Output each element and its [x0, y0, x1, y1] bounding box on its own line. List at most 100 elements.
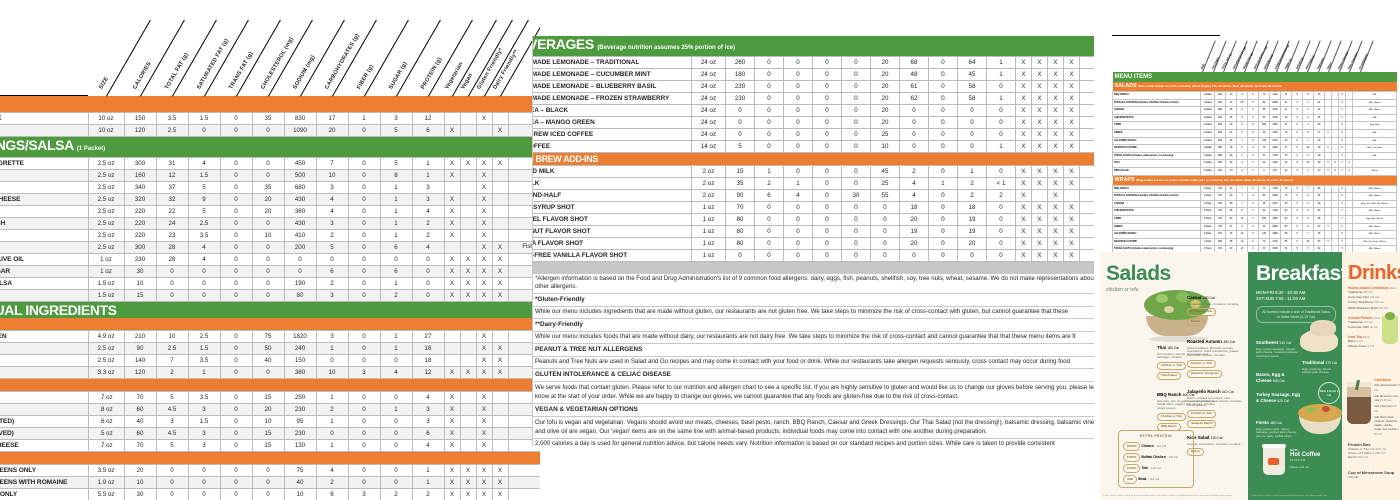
cold-brew-addin[interactable]: Add cold foam 70 Cal [1374, 404, 1397, 413]
thumb-table-row[interactable]: ROASTED AUTUMN 1 Salad 380 18 6 0 70 1080 37 5 20 1… [1112, 144, 1398, 153]
drinks-item[interactable]: Frozen Strawberry 230 Cal [1348, 300, 1384, 305]
thumb-table-row[interactable]: BUFFALO CHICKEN (includes a Buffalo Chic… [1112, 98, 1398, 108]
thumb-table-row[interactable]: BBQ RANCH 1 Salad 280 10 4 0 70 1120 31 5 8 15 X Milk [1112, 91, 1398, 100]
nutrition-chart-left-panel[interactable]: SIZE CALORIES TOTAL FAT (g) SATURATED FAT (… [0, 0, 540, 500]
extra-protein-row[interactable]: EXTRA Buffalo Chicken 170 Cal [1123, 451, 1193, 462]
drinks-item[interactable]: Mango Green 0 Cal [1348, 344, 1375, 349]
thumb-table-row[interactable]: JALAPEÑO RANCH 1 Salad 280 18 7 0 120 1030 20 3 7 1… [1112, 136, 1398, 146]
thumb-table-row[interactable]: BUFFALO CHICKEN (includes a Buffalo Chic… [1112, 192, 1398, 201]
table-row[interactable]: TOFU3.3 oz1202100380103412XXXXSoy, Sesam… [0, 366, 540, 379]
table-row[interactable]: CAESAR2.5 oz3403750356803013XMilk, Eggs,… [0, 181, 540, 194]
protein-box-section[interactable]: Protein Box Chicken or Tofu 130-120 Cal C… [1348, 442, 1400, 459]
thumb-table-row[interactable]: GREEK 1 Salad 280 21 5 0 40 1250 16 3 5 17 X X Milk [1112, 128, 1398, 138]
thumb-table-row[interactable]: ROASTED AUTUMN 1 Wrap 830 38 10 0 70 1720 85 6 19 3… [1112, 237, 1398, 247]
breakfast-item-bacon-egg-cheese[interactable]: Bacon, Egg & Cheese 530 Cal [1256, 372, 1285, 383]
menu-board-panel[interactable]: Salads chicken or tofu Thai 180 Cal Hot … [1100, 252, 1400, 500]
thumb-table-row[interactable]: KIDS SALAD 1 Salad 130 4.5 0 0 0 110 20 3 4 10 X X X X W… [1112, 166, 1398, 176]
extra-protein-row[interactable]: EXTRA Chicken 110 Cal [1123, 440, 1193, 451]
breakfast-item-turkey-sausage[interactable]: Turkey Sausage, Egg & Cheese 520 Cal [1256, 392, 1301, 403]
thumb-table-row[interactable]: CAESAR 1 Wrap 700 38 7 0 35 1670 60 5 4 29 X Egg, Fis… [1112, 199, 1398, 209]
cold-brew-addin[interactable]: Add half-and-half 90 Cal [1374, 383, 1400, 392]
table-row[interactable]: CREAMY BLUE CHEESE2.5 oz3203290204304013… [0, 193, 540, 206]
salad-autumn-pill-dressing[interactable]: Balsamic Vinaigrette [1187, 369, 1223, 379]
table-row[interactable]: JALAPEÑO RANCH2.5 oz220242.5004303012XXM… [0, 217, 540, 230]
thumb-table-row[interactable]: COBB 1 Wrap 700 40 12 0 250 1590 60 5 5 38 X Egg, Mil… [1112, 214, 1398, 224]
salad-kids-pill-dressing[interactable]: Ranch [1187, 447, 1204, 457]
drinks-item[interactable]: Cucumber Mint 90 Cal [1348, 325, 1378, 330]
salad-item-roasted-autumn[interactable]: Roasted Autumn 460 Cal Sweet potatoes, B… [1187, 339, 1245, 379]
table-row[interactable]: BALSAMIC VINAIGRETTE2.5 oz30031400450705… [0, 157, 540, 170]
thumb-table-row[interactable]: JALAPEÑO RANCH 1 Wrap 720 39 10 0 120 1680 68 5 7 3… [1112, 230, 1398, 239]
drinks-item[interactable]: Black 0 Cal [1348, 339, 1363, 344]
cold-brew-addin[interactable]: Add flavor shot: caramel, hazelnut, mapl… [1374, 415, 1400, 436]
salad-caesar-pill-dressing[interactable]: Caesar [1187, 317, 1205, 327]
table-row[interactable]: CHICKEN POT PIE10 oz1503.51.503583017131… [0, 112, 540, 125]
salad-autumn-pill-protein[interactable]: Chicken or Tofu [1187, 359, 1217, 369]
salad-thai-pill-dressing[interactable]: Thai Peanut [1157, 371, 1181, 381]
breakfast-item-traditional[interactable]: Traditional 470 Cal Egg, potatoes, bacon… [1302, 360, 1342, 375]
salad-item-caesar[interactable]: Caesar 280 Cal Parmesan cheese, croutons… [1187, 295, 1245, 327]
table-row[interactable]: MINESTRONE10 oz1202.5000109020056XXEggs,… [0, 124, 540, 137]
menu-board-breakfast-column[interactable]: Breakfast MON-FRI 6:30 - 10:30 AM SAT-SU… [1248, 252, 1348, 500]
extra-protein-box[interactable]: EXTRA PROTEIN EXTRA Chicken 110 Cal EXTRA… [1118, 430, 1194, 488]
drinks-group[interactable]: House-made Lemonade 24 oz Traditional 260… [1348, 286, 1400, 311]
thumb-table-row[interactable]: CHICKEN PESTO 1 Salad 300 15 5 0 60 1090 15 3 6 16 X… [1112, 113, 1398, 123]
salad-jalapeno-pill-protein[interactable]: Chicken or Tofu [1187, 409, 1217, 419]
thumb-table-row[interactable]: GREEK 1 Wrap 740 41 9 0 40 1890 65 5 6 32 X X Milk, Wh… [1112, 222, 1398, 232]
table-row[interactable]: PARMESAN (GRATED).6 oz4031.5010951003XXM… [0, 415, 540, 428]
thumb-table-row[interactable]: CHICKEN PESTO 1 Wrap 720 38 8 0 60 1700 60 5 5 30 X M… [1112, 207, 1398, 216]
drinks-item[interactable]: Traditional 260 Cal [1348, 290, 1373, 294]
drinks-item[interactable]: Traditional 170 Cal [1348, 319, 1373, 324]
salad-bbq-pill-protein[interactable]: Chicken or Tofu [1157, 412, 1187, 422]
nutrition-chart-thumbnail-panel[interactable]: SIZE CALORIES TOTAL FAT (g) SATURATED FAT (… [1100, 14, 1400, 262]
salad-item-kids-salad[interactable]: Kids Salad 130 Cal Carrots, cucumbers, c… [1187, 435, 1245, 457]
make-it-a-bowl-badge[interactable]: Make it Bowl! 0 Cal [1318, 382, 1340, 404]
drinks-item[interactable]: NEW! Blueberry Basil 230 Cal [1348, 305, 1388, 310]
table-row[interactable]: THAI PEANUT2.5 oz300284002005064XXFish, … [0, 241, 540, 254]
menu-board-salads-column[interactable]: Salads chicken or tofu Thai 180 Cal Hot … [1100, 252, 1248, 500]
cold-brew-addins-list[interactable]: Cold Brew Add half-and-half 90 Cal Add al… [1374, 378, 1400, 437]
soup-section[interactable]: Cup of Minestrone Soup 110 Cal [1348, 470, 1400, 479]
thumb-table-row[interactable]: BBQ RANCH 1 Wrap 710 30 7 0 70 1750 70 5 7 28 X Milk,… [1112, 184, 1398, 194]
thumb-table-row[interactable]: COBB 1 Salad 280 19 9 0 250 1060 11 3 4 90 X Egg, Mil… [1112, 121, 1398, 130]
thumb-table-row[interactable]: STEAK FAJITA (includes steak portion, no… [1112, 151, 1398, 161]
menu-board-drinks-column[interactable]: Drinks House-made Lemonade 24 ozTraditio… [1342, 252, 1400, 500]
cold-brew-addin[interactable]: Add almond or oat milk 15-35 Cal [1374, 394, 1398, 402]
table-row[interactable]: HOUSEMADE LEMONADE – FROZEN STRAWBERRY24… [533, 92, 1094, 105]
table-row[interactable]: PARMESAN (SHAVED).5 oz604.530152300006XX… [0, 427, 540, 440]
salad-item-jalapeno-ranch[interactable]: Jalapeño Ranch 410 Cal Bacon, pickled re… [1187, 389, 1245, 429]
extra-protein-row[interactable]: ADD Steak 140 Cal [1123, 473, 1193, 484]
breakfast-item-southwest[interactable]: Southwest 510 Cal Egg, turkey sausage, p… [1256, 340, 1300, 359]
drinks-group[interactable]: Arnold Palmer 24 oz Traditional 170 Cal Cu… [1348, 316, 1400, 330]
drinks-group[interactable]: Iced Tea 24 oz Black 0 Cal Mango Green 0 C… [1348, 335, 1400, 349]
breakfast-hot-coffee[interactable]: NEW! Hot Coffee 15 oz 5 Cal Sweet and ho… [1290, 448, 1338, 469]
table-row[interactable]: PEPPER JACK CHEESE.7 oz70530151301004XXM… [0, 439, 540, 452]
breakfast-item-fiesta[interactable]: Fiesta 480 Cal Egg, pepper jack, turkey … [1256, 420, 1298, 439]
salad-jalapeno-pill-dressing[interactable]: Jalapeño Ranch [1187, 419, 1217, 429]
